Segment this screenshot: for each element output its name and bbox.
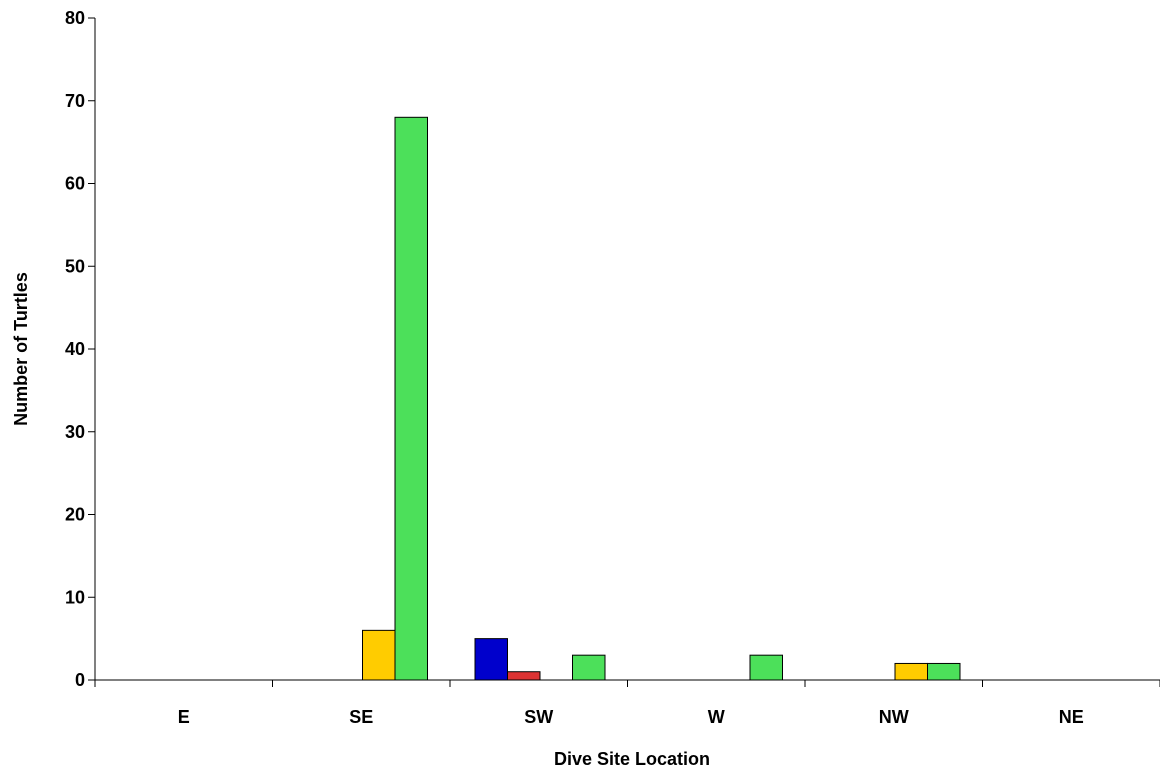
bar-nw-series-4: [927, 662, 961, 681]
y-tick-label: 80: [65, 8, 85, 28]
axes: [94, 18, 1160, 681]
bar-group: [362, 116, 961, 681]
y-tick-label: 30: [65, 422, 85, 442]
x-tick-label: W: [708, 707, 725, 727]
bar-se-series-3: [362, 629, 396, 681]
bar-se-series-4: [394, 116, 428, 681]
y-tick-label: 20: [65, 505, 85, 525]
bar-sw-series-1: [474, 638, 508, 681]
x-tick-label: E: [178, 707, 190, 727]
bar-nw-series-3: [894, 662, 928, 681]
y-tick-label: 50: [65, 256, 85, 276]
bar-sw-series-4: [572, 654, 606, 681]
bar-sw-series-2: [507, 671, 541, 681]
y-tick-label: 10: [65, 587, 85, 607]
x-tick-label: SE: [349, 707, 373, 727]
x-axis-title: Dive Site Location: [554, 749, 710, 769]
y-axis-title: Number of Turtles: [11, 272, 31, 426]
x-tick-label: SW: [524, 707, 553, 727]
bar-w-series-4: [749, 654, 783, 681]
x-tick-label: NE: [1059, 707, 1084, 727]
y-tick-label: 70: [65, 91, 85, 111]
y-tick-label: 60: [65, 174, 85, 194]
y-axis-ticks: 0 10 20 30 40 50 60 70 80: [65, 8, 95, 690]
y-tick-label: 0: [75, 670, 85, 690]
x-axis-ticks: E SE SW W NW NE: [94, 680, 1160, 727]
y-tick-label: 40: [65, 339, 85, 359]
x-tick-label: NW: [879, 707, 909, 727]
